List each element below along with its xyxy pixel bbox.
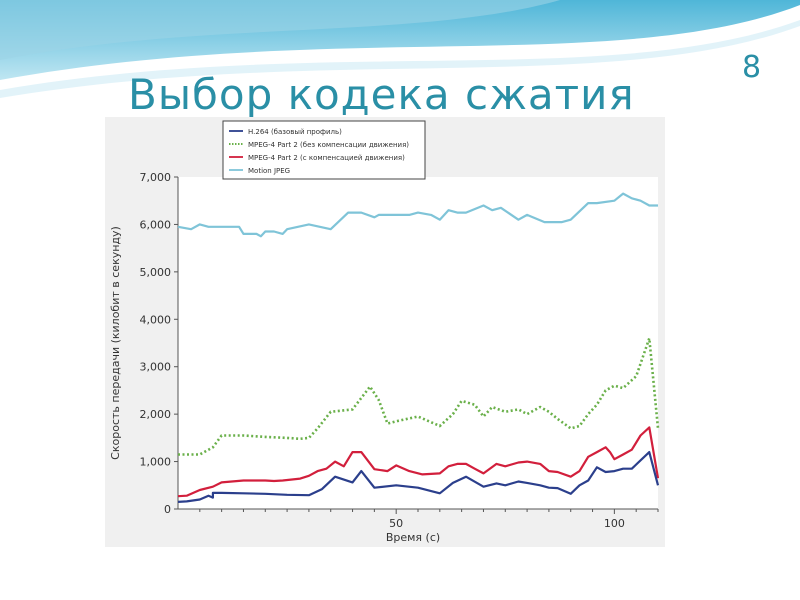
header-wave-decoration — [0, 0, 800, 98]
plot-area — [178, 177, 658, 509]
x-axis-label: Время (с) — [386, 531, 440, 544]
chart-panel: 0 1,000 2,000 3,000 4,000 5,000 6,000 7,000 50 10… — [105, 117, 665, 547]
y-tick-label: 3,000 — [140, 361, 172, 374]
legend-entry-1: H.264 (базовый профиль) — [248, 128, 342, 136]
y-tick-label: 7,000 — [140, 171, 172, 184]
legend-box — [222, 120, 426, 180]
y-axis-label: Скорость передачи (килобит в секунду) — [109, 226, 122, 460]
slide-number: 8 — [742, 50, 762, 85]
series-line-4 — [177, 192, 658, 238]
y-tick-label: 5,000 — [140, 266, 172, 279]
y-tick-label: 0 — [164, 503, 171, 516]
legend-entry-2: MPEG-4 Part 2 (без компенсации движения) — [248, 141, 409, 149]
series-line-3 — [177, 426, 660, 498]
y-tick-label: 2,000 — [140, 408, 172, 421]
slide-title: Выбор кодека сжатия — [128, 70, 635, 119]
legend-entry-3: MPEG-4 Part 2 (с компенсацией движения) — [248, 154, 405, 162]
y-tick-label: 6,000 — [140, 218, 172, 231]
x-tick-label: 50 — [389, 517, 403, 530]
legend-entry-4: Motion JPEG — [248, 167, 290, 175]
series-line-1 — [177, 451, 660, 503]
x-tick-label: 100 — [604, 517, 625, 530]
y-tick-label: 1,000 — [140, 456, 172, 469]
bitrate-chart: 0 1,000 2,000 3,000 4,000 5,000 6,000 7,000 50 10… — [109, 120, 660, 544]
y-tick-label: 4,000 — [140, 313, 172, 326]
